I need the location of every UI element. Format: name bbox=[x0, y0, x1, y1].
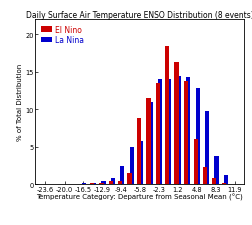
Bar bbox=[92, 183, 96, 184]
Bar bbox=[90, 183, 94, 184]
X-axis label: Temperature Category: Departure from Seasonal Mean (°C): Temperature Category: Departure from Sea… bbox=[37, 193, 243, 200]
Bar bbox=[174, 63, 179, 184]
Bar bbox=[194, 139, 198, 184]
Bar bbox=[184, 81, 188, 184]
Bar bbox=[176, 76, 181, 184]
Bar bbox=[82, 183, 86, 184]
Bar bbox=[186, 78, 190, 184]
Y-axis label: % of Total Distribution: % of Total Distribution bbox=[17, 64, 23, 141]
Bar bbox=[224, 176, 228, 184]
Bar bbox=[128, 173, 132, 184]
Bar bbox=[120, 166, 124, 184]
Legend: El Nino, La Nina: El Nino, La Nina bbox=[39, 24, 86, 47]
Bar bbox=[222, 183, 226, 184]
Bar bbox=[118, 181, 122, 184]
Bar bbox=[111, 178, 115, 184]
Bar bbox=[158, 80, 162, 184]
Bar bbox=[156, 84, 160, 184]
Title: Daily Surface Air Temperature ENSO Distribution (8 events): Daily Surface Air Temperature ENSO Distr… bbox=[26, 11, 252, 20]
Bar bbox=[196, 89, 200, 184]
Bar bbox=[101, 181, 106, 184]
Bar bbox=[203, 167, 207, 184]
Bar bbox=[130, 147, 134, 184]
Bar bbox=[146, 99, 151, 184]
Bar bbox=[167, 80, 171, 184]
Bar bbox=[205, 111, 209, 184]
Bar bbox=[214, 156, 219, 184]
Bar bbox=[137, 119, 141, 184]
Bar bbox=[148, 102, 153, 184]
Bar bbox=[212, 178, 216, 184]
Bar bbox=[165, 46, 169, 184]
Bar bbox=[109, 182, 113, 184]
Bar bbox=[99, 183, 104, 184]
Bar bbox=[139, 141, 143, 184]
